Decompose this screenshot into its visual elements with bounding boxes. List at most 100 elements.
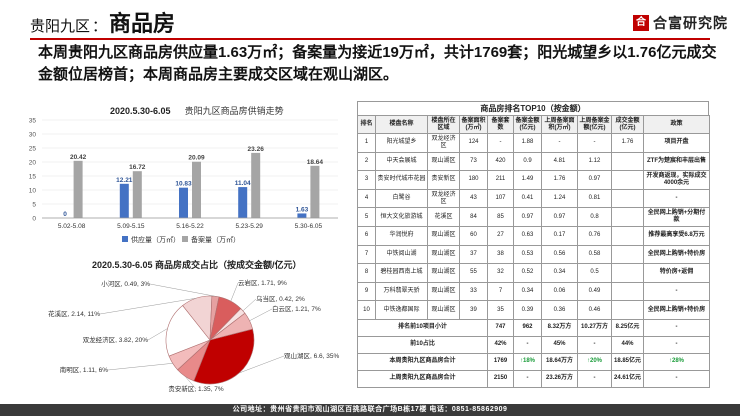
table-cell: 0.81 [577, 188, 612, 209]
table-header-row: 排名 楼盘名称 楼盘所在区域 备案面积(万㎡) 备案套数 备案金额(亿元) 上周… [357, 115, 710, 134]
logo-text: 合富研究院 [653, 15, 728, 31]
summary-cell: 8.32万方 [541, 318, 578, 337]
col-units: 备案套数 [487, 115, 514, 134]
table-cell: 0.63 [513, 225, 542, 246]
col-rank: 排名 [357, 115, 376, 134]
bar [297, 213, 307, 218]
x-tick-label: 5.02-5.08 [58, 223, 86, 230]
table-cell: 0.41 [513, 188, 542, 209]
table-cell: 贵安时代城市花园 [375, 170, 428, 190]
summary-cell: - [643, 318, 710, 337]
table-cell [611, 207, 644, 227]
table-cell: - [643, 188, 710, 209]
pie-slice-label: 观山湖区, 6.6, 35% [284, 351, 339, 360]
summary-cell: - [513, 335, 542, 354]
bar [132, 171, 142, 218]
summary-cell: 44% [611, 335, 644, 354]
table-cell: 推荐最高享受6.8万元 [643, 225, 710, 246]
table-cell [611, 151, 644, 172]
bar [119, 183, 129, 218]
header-divider [30, 38, 710, 40]
pie-leader-line [249, 308, 273, 321]
table-cell [611, 225, 644, 246]
x-tick-label: 5.09-5.15 [117, 223, 145, 230]
table-cell: 观山湖区 [427, 244, 460, 265]
summary-cell: 45% [541, 335, 578, 354]
col-area: 楼盘所在区域 [427, 115, 460, 134]
title-main: 商品房 [109, 11, 176, 36]
pie-slice [193, 328, 255, 385]
table-cell: 0.97 [513, 207, 542, 227]
table-row: 7 中铁阅山湖 观山湖区 37 38 0.53 0.56 0.58 全民网上购销+特价房 [357, 244, 710, 265]
table-cell: 73 [459, 151, 488, 172]
table-cell: 0.97 [541, 207, 578, 227]
bar-data-label: 12.21 [116, 177, 133, 184]
summary-cell: - [577, 369, 612, 388]
table-cell: 全民网上购销+特价房 [643, 300, 710, 320]
x-tick-label: 5.16-5.22 [176, 223, 204, 230]
table-cell: 0.17 [541, 225, 578, 246]
table-cell: 0.53 [513, 244, 542, 265]
table-cell: 0.49 [577, 281, 612, 302]
region-label: 贵阳九区 [30, 18, 91, 35]
table-cell: 0.5 [577, 263, 612, 283]
table-cell: - [577, 133, 612, 153]
summary-cell: 排名前10项目小计 [357, 318, 488, 337]
table-cell: 35 [487, 300, 514, 320]
table-cell: 项目开盘 [643, 133, 710, 153]
table-cell: 中天会展城 [375, 151, 428, 172]
table-cell: - [643, 281, 710, 302]
summary-cell: - [643, 369, 710, 388]
table-cell: 39 [459, 300, 488, 320]
bar [179, 187, 188, 218]
y-tick-label: 20 [29, 160, 37, 167]
table-cell: 37 [459, 244, 488, 265]
pie-slice-label: 贵安新区, 1.35, 7% [168, 384, 223, 393]
pie-leader-line [242, 298, 257, 312]
table-cell: ZTF为楚宸和丰层出售 [643, 151, 710, 172]
table-cell: 华润悦府 [375, 225, 428, 246]
table-cell: 0.34 [513, 281, 542, 302]
table-cell: 0.52 [513, 263, 542, 283]
legend-label: 备案量（万㎡） [191, 235, 240, 244]
table-cell: 38 [487, 244, 514, 265]
bar-chart-title: 2020.5.30-6.05 贵阳九区商品房供销走势 [110, 104, 284, 117]
table-cell: 0.8 [577, 207, 612, 227]
pie-leader-line [107, 363, 173, 371]
summary-cell: 747 [487, 318, 514, 337]
table-row: 5 恒大文化旅游城 花溪区 84 85 0.97 0.97 0.8 全民网上购销+分期付款 [357, 207, 710, 227]
legend-swatch [122, 236, 128, 242]
bar [251, 152, 261, 218]
table-cell: 1 [357, 133, 376, 153]
header: 贵阳九区 ：商品房 合 合富研究院 [0, 0, 740, 40]
page-title: 贵阳九区 ：商品房 [30, 6, 175, 38]
table-cell: 1.12 [577, 151, 612, 172]
table-cell: 60 [459, 225, 488, 246]
table-cell: 33 [459, 281, 488, 302]
table-cell: 贵安新区 [427, 170, 460, 190]
brand-logo: 合 合富研究院 [633, 12, 728, 34]
footer-contact: 公司地址：贵州省贵阳市观山湖区百挑路联合广场B栋17楼 电话：0851-8586… [0, 404, 740, 416]
table-cell: 84 [459, 207, 488, 227]
summary-cell: 8.25亿元 [611, 318, 644, 337]
y-tick-label: 30 [29, 132, 37, 139]
pie-slice-label: 双龙经济区, 3.82, 20% [83, 335, 149, 344]
bar-chart-subtitle: 贵阳九区商品房供销走势 [184, 106, 284, 116]
table-cell: 特价房+返佣 [643, 263, 710, 283]
summary-cell: ↑18% [513, 352, 542, 371]
table-cell: 白鹭谷 [375, 188, 428, 209]
table-cell: 0.06 [541, 281, 578, 302]
table-cell: 0.97 [577, 170, 612, 190]
table-row: 8 碧桂园西南上城 观山湖区 55 32 0.52 0.34 0.5 特价房+返佣 [357, 263, 710, 283]
pie-slice-label: 花溪区, 2.14, 11% [48, 309, 100, 318]
pie-slice-label: 南明区, 1.11, 6% [60, 365, 109, 374]
table-cell: 观山湖区 [427, 281, 460, 302]
summary-cell: 1769 [487, 352, 514, 371]
table-cell: 124 [459, 133, 488, 153]
table-cell: 2 [357, 151, 376, 172]
table-cell: 0.46 [577, 300, 612, 320]
col-last-area: 上周备案面积(万㎡) [541, 115, 578, 134]
summary-cell: 上周贵阳九区商品房合计 [357, 369, 488, 388]
table-cell: 0.9 [513, 151, 542, 172]
table-cell: 中铁阅山湖 [375, 244, 428, 265]
